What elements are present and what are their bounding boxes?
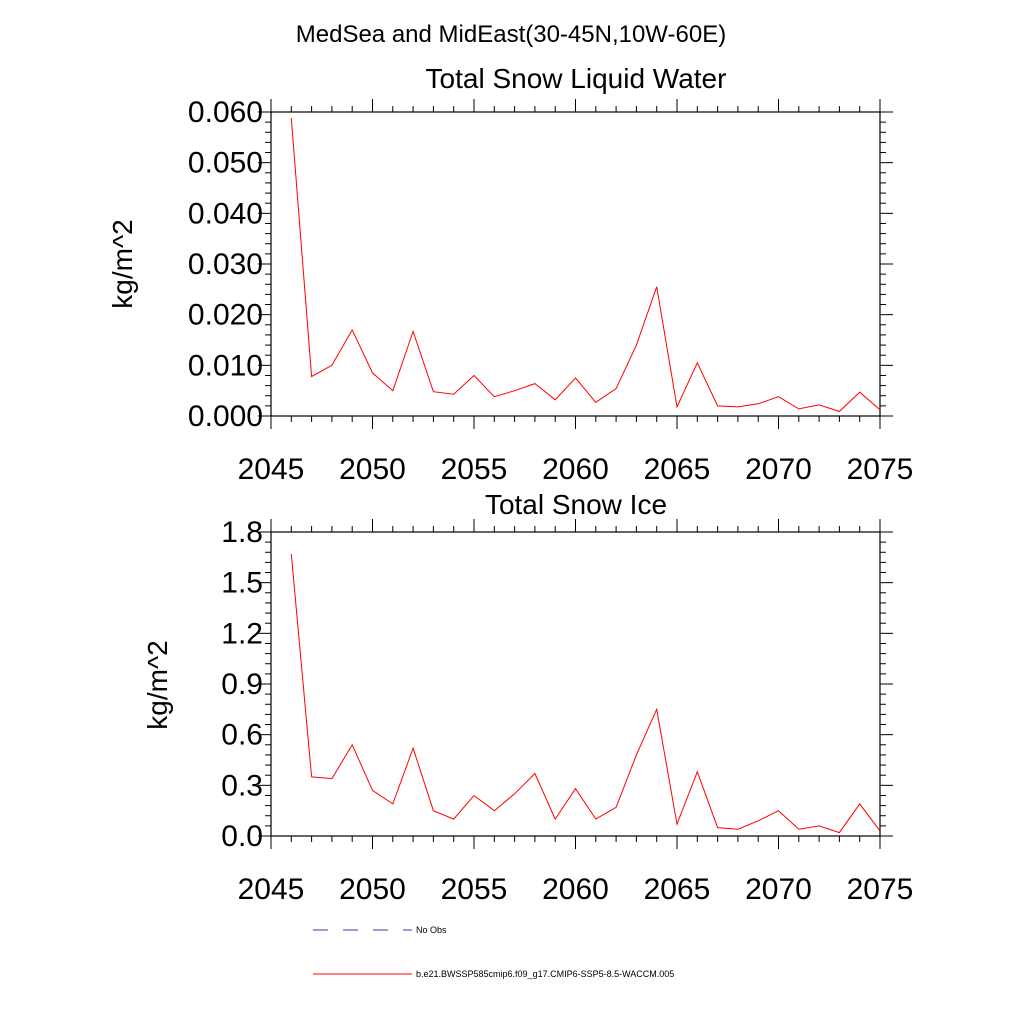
x-tick-label: 2050 bbox=[339, 873, 406, 906]
series-line bbox=[290, 553, 881, 834]
x-tick-label: 2055 bbox=[441, 453, 508, 486]
x-tick-label: 2060 bbox=[542, 453, 609, 486]
y-tick-label: 0.6 bbox=[221, 719, 263, 752]
y-tick-label: 1.8 bbox=[221, 516, 263, 549]
x-tick-label: 2070 bbox=[745, 873, 812, 906]
y-tick-label: 0.040 bbox=[188, 197, 263, 230]
x-tick-label: 2045 bbox=[238, 873, 305, 906]
panel-snow-ice: Total Snow Ice kg/m^2 2045 2050 2055 2060 20… bbox=[142, 489, 913, 906]
y-tick-label: 0.030 bbox=[188, 248, 263, 281]
y-tick-label: 0.020 bbox=[188, 299, 263, 332]
tick-group: 2045 2050 2055 2060 2065 2070 2075 0.000 0.010 0.… bbox=[188, 96, 913, 486]
plot-frame bbox=[270, 111, 881, 417]
legend-label-model: b.e21.BWSSP585cmip6.f09_g17.CMIP6-SSP5-8… bbox=[416, 969, 674, 979]
y-tick-label: 0.3 bbox=[221, 769, 263, 802]
x-tick-label: 2045 bbox=[238, 453, 305, 486]
panel-title: Total Snow Ice bbox=[485, 489, 667, 520]
y-tick-label: 0.050 bbox=[188, 147, 263, 180]
x-tick-label: 2060 bbox=[542, 873, 609, 906]
y-tick-label: 0.9 bbox=[221, 668, 263, 701]
x-tick-label: 2070 bbox=[745, 453, 812, 486]
x-tick-label: 2075 bbox=[847, 873, 914, 906]
legend: No Obs b.e21.BWSSP585cmip6.f09_g17.CMIP6… bbox=[313, 925, 674, 979]
y-tick-label: 0.0 bbox=[221, 820, 263, 853]
y-tick-label: 1.2 bbox=[221, 617, 263, 650]
series-line bbox=[290, 118, 881, 412]
plot-frame bbox=[270, 531, 881, 837]
y-axis-label: kg/m^2 bbox=[107, 219, 138, 308]
x-tick-label: 2065 bbox=[644, 453, 711, 486]
y-tick-label: 1.5 bbox=[221, 567, 263, 600]
x-tick-label: 2065 bbox=[644, 873, 711, 906]
y-axis-label: kg/m^2 bbox=[142, 640, 173, 729]
panel-title: Total Snow Liquid Water bbox=[426, 63, 727, 94]
legend-label-no-obs: No Obs bbox=[416, 925, 447, 935]
figure-title: MedSea and MidEast(30-45N,10W-60E) bbox=[296, 21, 726, 48]
x-tick-label: 2050 bbox=[339, 453, 406, 486]
x-tick-label: 2055 bbox=[441, 873, 508, 906]
panel-snow-liquid-water: Total Snow Liquid Water kg/m^2 2045 2050 2… bbox=[107, 63, 913, 486]
y-tick-label: 0.010 bbox=[188, 349, 263, 382]
x-tick-label: 2075 bbox=[847, 453, 914, 486]
y-tick-label: 0.000 bbox=[188, 400, 263, 433]
tick-group: 2045 2050 2055 2060 2065 2070 2075 0.0 0.3 0.6 0.9… bbox=[221, 516, 913, 906]
y-tick-label: 0.060 bbox=[188, 96, 263, 129]
